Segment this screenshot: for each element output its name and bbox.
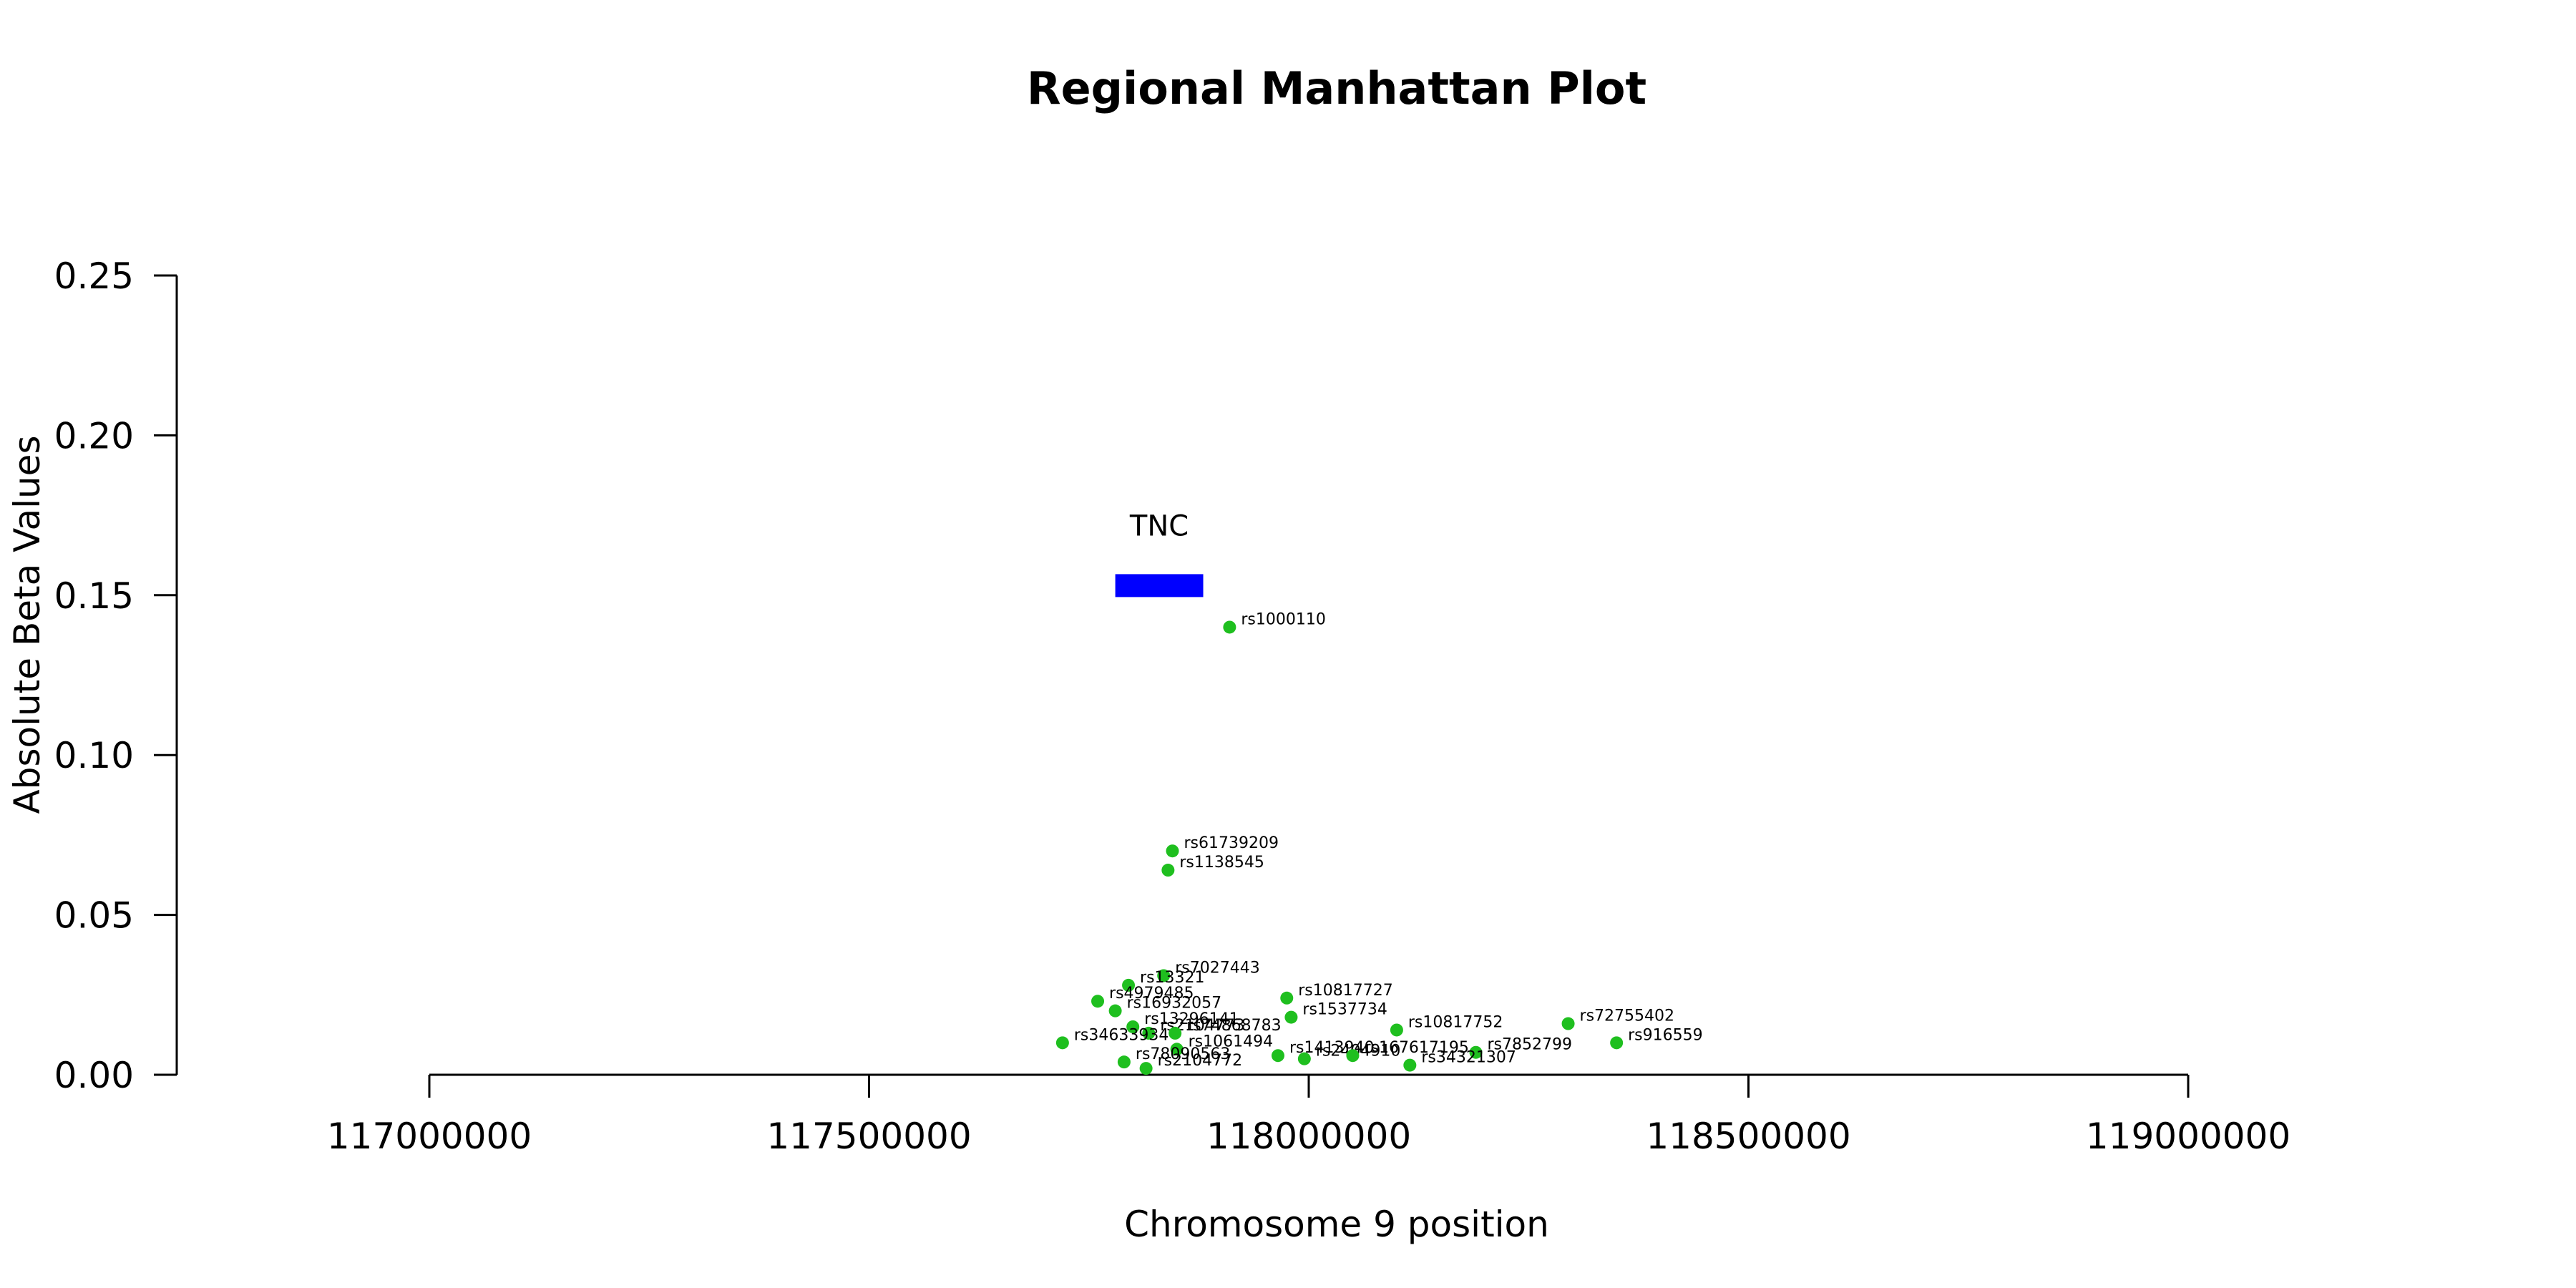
plot-area: 0.00 0.05 0.10 0.15 0.20 0.25 117000000 1175000… bbox=[54, 255, 2290, 1157]
snp-point bbox=[1142, 1026, 1156, 1040]
snp-point bbox=[1161, 864, 1175, 877]
snp-point bbox=[1091, 995, 1105, 1008]
snp-label: rs1000110 bbox=[1241, 610, 1326, 628]
snp-label: rs13321 bbox=[1140, 969, 1205, 987]
y-axis-label: Absolute Beta Values bbox=[6, 436, 48, 814]
snp-point bbox=[1055, 1036, 1069, 1050]
snp-label: rs10817752 bbox=[1408, 1013, 1503, 1031]
snp-label: rs74868783 bbox=[1186, 1017, 1281, 1035]
snp-point bbox=[1157, 969, 1171, 982]
snp-point bbox=[1297, 1052, 1311, 1065]
snp-label: rs7027443 bbox=[1175, 959, 1260, 977]
x-tick-label: 119000000 bbox=[2086, 1116, 2290, 1157]
snp-point bbox=[1126, 1020, 1140, 1033]
y-tick-label: 0.25 bbox=[54, 255, 134, 297]
snp-label: rs1537734 bbox=[1302, 1001, 1387, 1019]
snp-label: rs61739209 bbox=[1184, 834, 1279, 852]
snp-point bbox=[1170, 1043, 1184, 1056]
snp-point bbox=[1403, 1058, 1417, 1072]
snp-label: rs34633934 bbox=[1074, 1026, 1169, 1044]
snp-label: rs167617195 bbox=[1364, 1039, 1468, 1057]
snp-label: rs34321307 bbox=[1421, 1049, 1516, 1067]
snp-label: rs2104772 bbox=[1158, 1052, 1243, 1070]
snp-point bbox=[1346, 1049, 1360, 1063]
snp-label: rs13296141 bbox=[1144, 1010, 1239, 1028]
snp-point bbox=[1108, 1004, 1122, 1018]
snp-point bbox=[1280, 991, 1294, 1005]
chart-title: Regional Manhattan Plot bbox=[1027, 62, 1646, 114]
y-tick-label: 0.15 bbox=[54, 575, 134, 617]
snp-label: rs916559 bbox=[1628, 1026, 1703, 1044]
snp-label: rs78090563 bbox=[1136, 1045, 1230, 1063]
snp-label: rs1061494 bbox=[1189, 1033, 1274, 1050]
snp-point bbox=[1561, 1017, 1575, 1030]
snp-point bbox=[1271, 1049, 1284, 1063]
x-tick-label: 117000000 bbox=[327, 1116, 532, 1157]
gene-bar bbox=[1115, 574, 1204, 597]
snp-point bbox=[1169, 1026, 1182, 1040]
x-tick-label: 117500000 bbox=[766, 1116, 971, 1157]
snp-point bbox=[1390, 1023, 1403, 1037]
snp-label: rs16932057 bbox=[1127, 995, 1221, 1013]
snp-label: rs4979485 bbox=[1109, 985, 1194, 1002]
snp-point bbox=[1166, 844, 1179, 858]
snp-point bbox=[1117, 1055, 1131, 1069]
gene-label: TNC bbox=[1129, 509, 1189, 542]
snp-point bbox=[1122, 978, 1136, 992]
snp-point bbox=[1469, 1045, 1483, 1059]
snp-point bbox=[1223, 620, 1236, 634]
y-tick-label: 0.05 bbox=[54, 895, 134, 937]
snp-label: rs7852799 bbox=[1488, 1036, 1573, 1054]
x-tick-label: 118000000 bbox=[1206, 1116, 1411, 1157]
snp-point bbox=[1284, 1010, 1298, 1024]
snp-label: rs10817727 bbox=[1298, 982, 1392, 1000]
snp-point bbox=[1610, 1036, 1624, 1050]
x-tick-label: 118500000 bbox=[1646, 1116, 1850, 1157]
snp-label: rs1138545 bbox=[1179, 854, 1264, 872]
x-axis-label: Chromosome 9 position bbox=[1124, 1204, 1549, 1245]
y-tick-label: 0.10 bbox=[54, 735, 134, 776]
snp-point bbox=[1139, 1062, 1153, 1075]
y-tick-label: 0.20 bbox=[54, 415, 134, 457]
snp-label: rs72755402 bbox=[1580, 1008, 1674, 1025]
y-tick-label: 0.00 bbox=[54, 1055, 134, 1096]
